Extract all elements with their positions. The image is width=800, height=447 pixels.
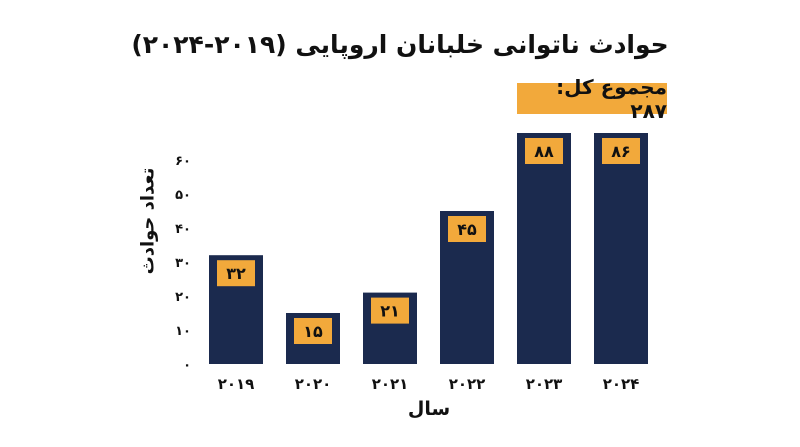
x-tick-label: ۲۰۲۱ (372, 375, 409, 393)
y-tick-label: ۵۰ (175, 188, 191, 203)
bar-value-label: ۲۱ (380, 302, 400, 321)
bar-value-label-bg (294, 318, 332, 344)
bar-value-label-bg (448, 216, 486, 242)
bar-value-label: ۴۵ (457, 220, 477, 239)
x-tick-label: ۲۰۱۹ (218, 375, 255, 393)
bar (517, 133, 571, 364)
y-tick-label: ۳۰ (175, 256, 191, 271)
bar (594, 133, 648, 364)
bar-value-label: ۳۲ (226, 264, 246, 283)
bar-value-label-bg (602, 138, 640, 164)
bar-value-label-bg (371, 297, 409, 324)
y-tick-label: ۱۰ (175, 324, 191, 339)
x-axis-label: سال (407, 398, 451, 420)
bar-value-label: ۱۵ (303, 322, 323, 341)
bar-value-label-bg (217, 260, 255, 287)
bar-value-label: ۸۸ (534, 142, 554, 161)
x-tick-label: ۲۰۲۳ (526, 375, 563, 393)
y-axis-ticks: ۰ ۱۰ ۲۰ ۳۰ ۴۰ ۵۰ ۶۰ (175, 154, 191, 373)
x-tick-label: ۲۰۲۲ (449, 375, 486, 393)
bar-value-label-bg (525, 138, 563, 164)
x-tick-label: ۲۰۲۴ (603, 375, 640, 393)
y-tick-label: ۶۰ (175, 154, 191, 169)
y-tick-label: ۰ (183, 358, 191, 373)
bars: ۳۲ ۱۵ ۲۱ ۴۵ ۸۸ ۸۶ (209, 133, 648, 364)
chart-title: حوادث ناتوانی خلبانان اروپایی (۲۰۱۹-۲۰۲۴… (131, 30, 669, 59)
y-tick-label: ۲۰ (175, 290, 191, 305)
x-axis-categories: ۲۰۱۹ ۲۰۲۰ ۲۰۲۱ ۲۰۲۲ ۲۰۲۳ ۲۰۲۴ (218, 375, 640, 393)
y-tick-label: ۴۰ (175, 222, 191, 237)
x-tick-label: ۲۰۲۰ (295, 375, 332, 393)
bar-value-label: ۸۶ (611, 142, 631, 161)
